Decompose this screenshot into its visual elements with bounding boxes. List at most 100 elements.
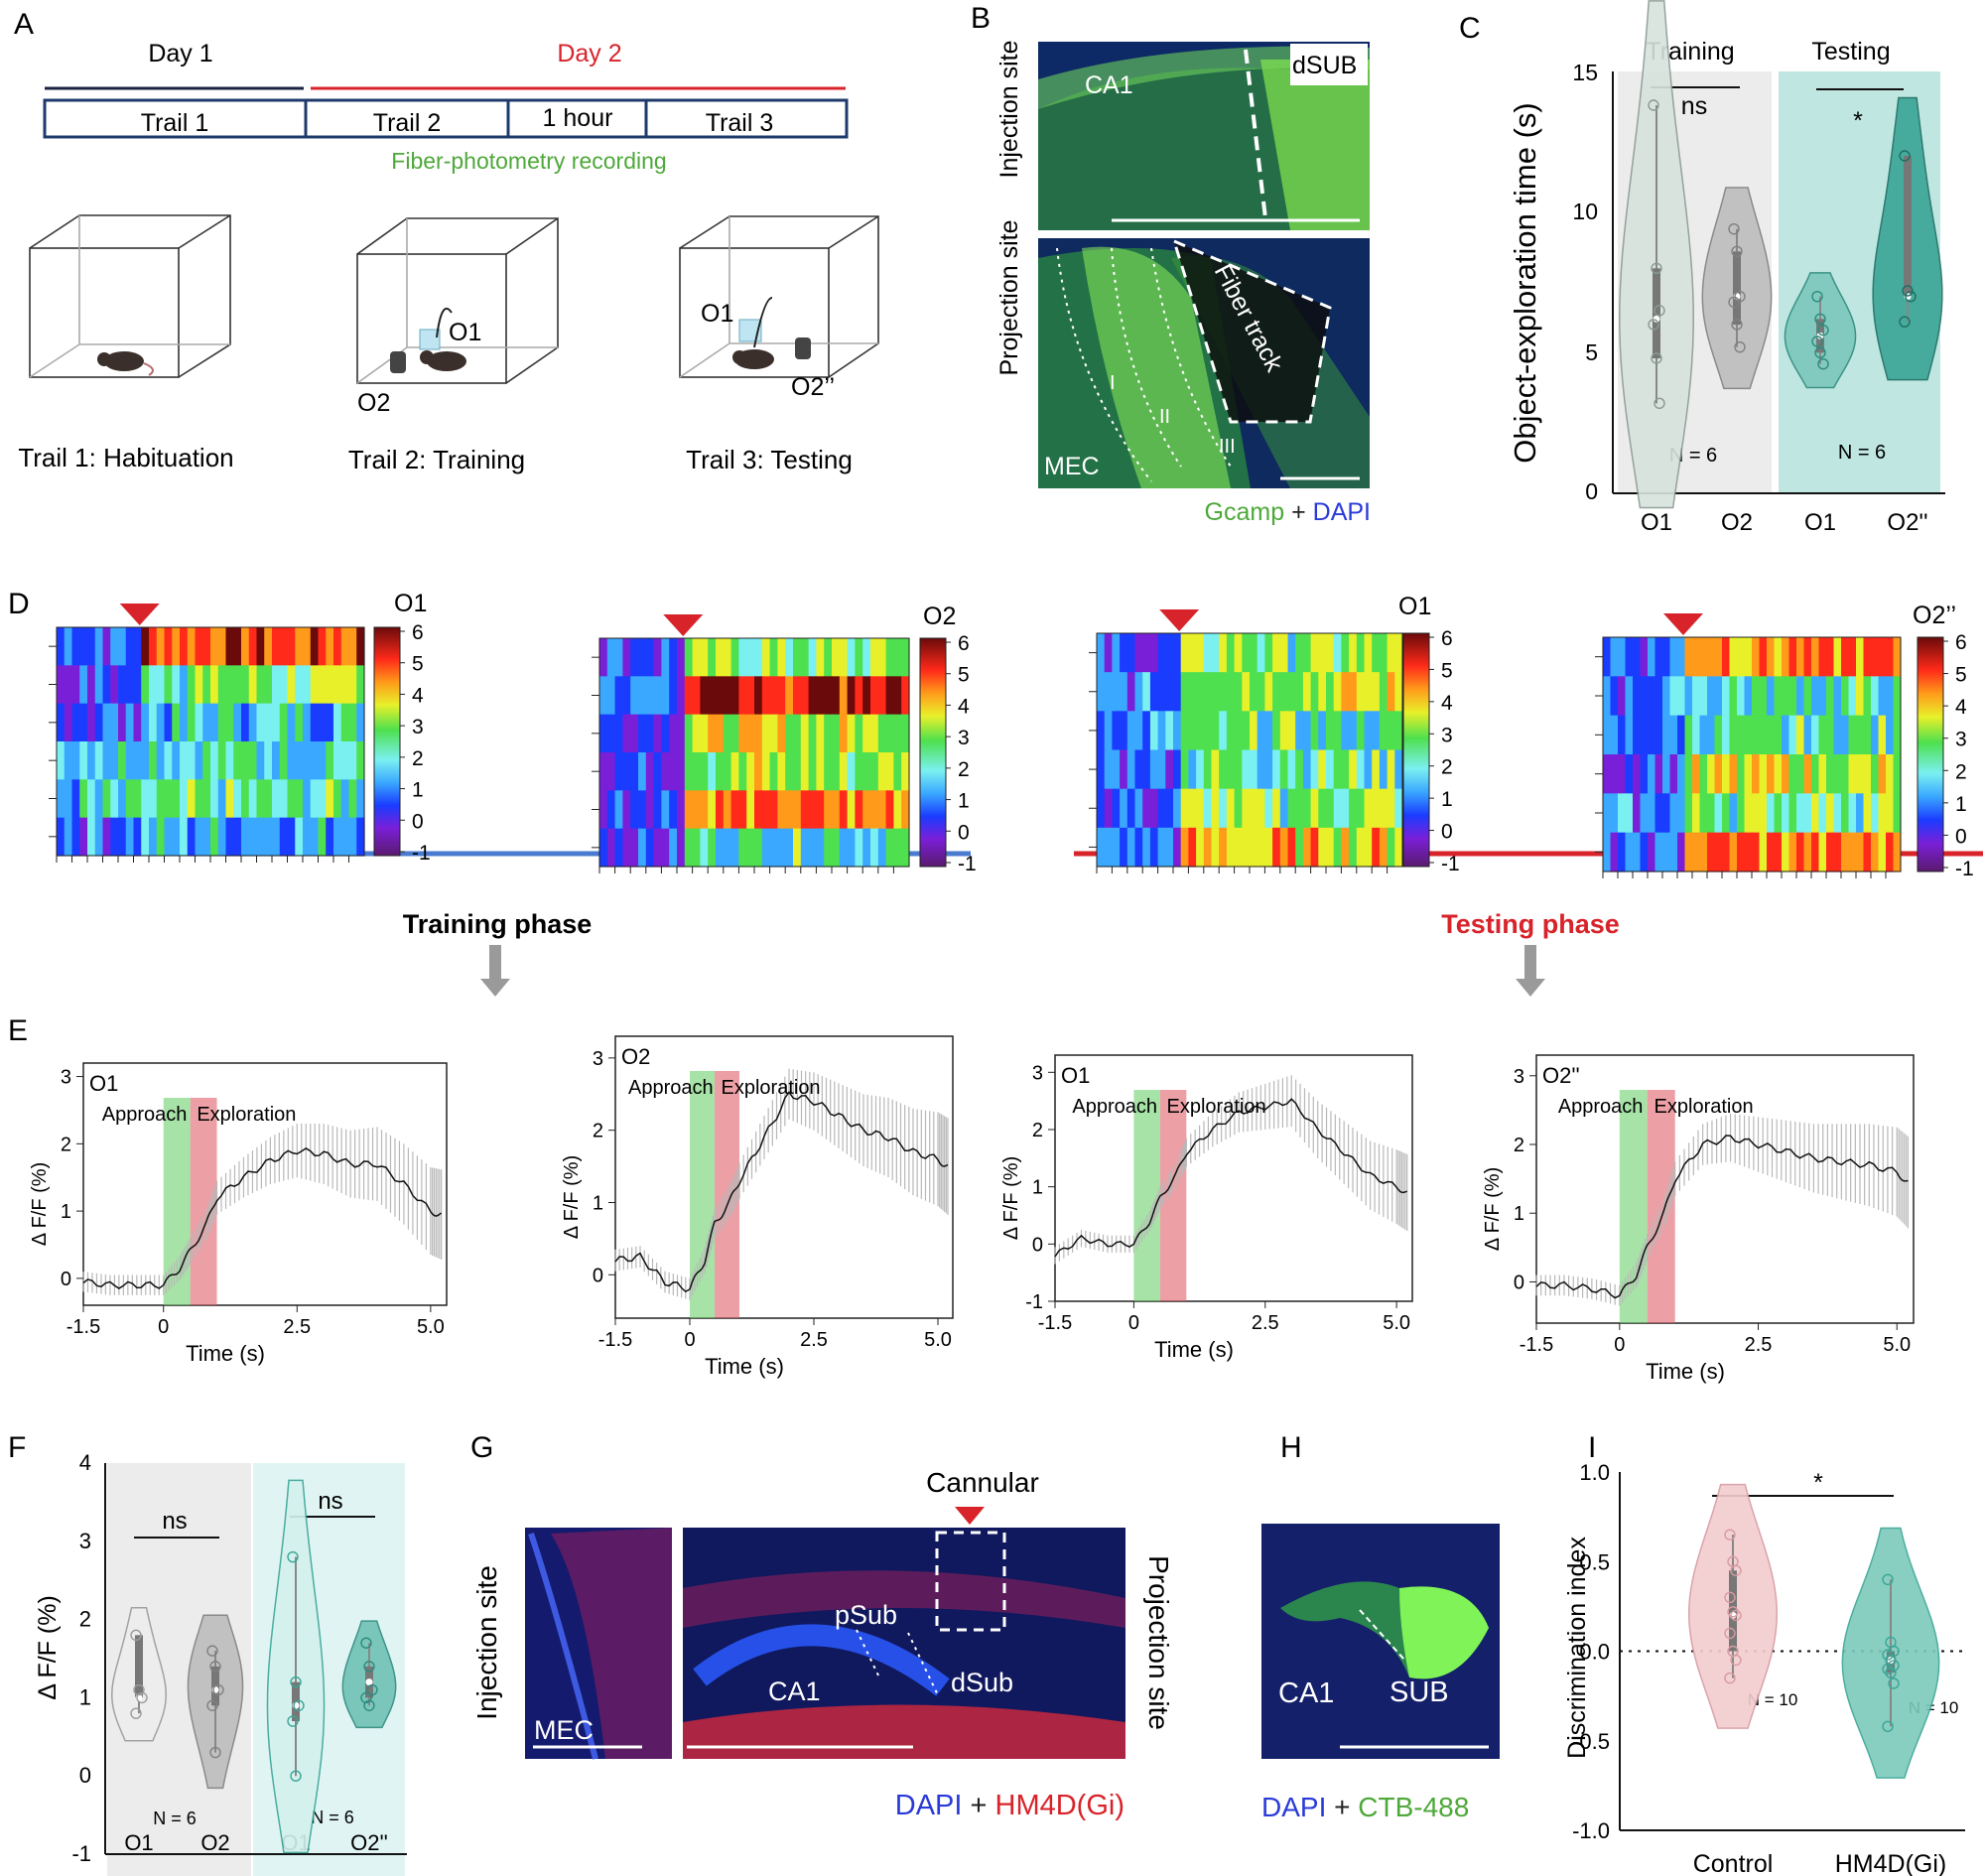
heatmap-2-cell	[1356, 788, 1366, 829]
heatmap-2-cell	[1387, 711, 1395, 751]
heatmap-2-cell	[1341, 749, 1350, 790]
heatmap-2-cell	[1219, 672, 1228, 712]
heatmap-3-cell	[1729, 676, 1738, 717]
e-plot-1-ytick-label: 3	[593, 1048, 603, 1070]
heatmap-2-cell	[1149, 788, 1159, 829]
heatmap-0-onset-marker	[119, 603, 160, 625]
heatmap-3-cell	[1788, 676, 1797, 717]
n-testing: N = 6	[1838, 442, 1886, 464]
heatmap-1-cell	[761, 752, 771, 791]
legend-plus-h: +	[1326, 1792, 1358, 1822]
heatmap-1-cell	[645, 752, 655, 791]
heatmap-1-cell	[708, 790, 717, 830]
colorbar-label: 6	[1955, 631, 1967, 654]
heatmap-3-cell	[1818, 832, 1827, 872]
heatmap-3-cell	[1796, 637, 1805, 677]
heatmap-0-cell	[287, 627, 296, 666]
heatmap-0-cell	[141, 665, 150, 705]
panel-a: A Day 1 Day 2 Trail 1 Trail 2 1 hour Tra…	[14, 8, 879, 474]
heatmap-2-cell	[1257, 633, 1265, 673]
timeline-box	[43, 98, 849, 139]
heatmap-2-cell	[1333, 788, 1342, 829]
e-plot-0-ylabel: Δ F/F (%)	[29, 1162, 51, 1246]
heatmap-3-onset-marker	[1663, 613, 1703, 635]
heatmap-2-cell	[1394, 672, 1403, 712]
heatmap-0-cell	[87, 665, 96, 705]
heatmap-3-cell	[1722, 637, 1731, 677]
heatmap-2-cell	[1295, 827, 1304, 868]
heatmap-1-cell	[816, 752, 825, 791]
heatmap-3-cell	[1803, 637, 1812, 677]
colorbar-label: 2	[1955, 760, 1967, 783]
heatmap-3-cell	[1640, 715, 1649, 755]
heatmap-1-cell	[901, 828, 910, 868]
e-plot-0-xtick-label: 2.5	[283, 1316, 311, 1338]
heatmap-0-cell	[110, 741, 119, 780]
heatmap-0-cell	[102, 703, 111, 742]
heatmap-3-cell	[1767, 637, 1776, 677]
heatmap-0-cell	[210, 665, 219, 705]
heatmap-3-cell	[1684, 793, 1693, 834]
heatmap-3-cell	[1796, 676, 1805, 717]
heatmap-title-3: O2’’	[1913, 602, 1956, 629]
heatmap-0-cell	[57, 627, 66, 666]
heatmap-3-cell	[1714, 715, 1723, 755]
heatmap-3-cell	[1633, 637, 1642, 677]
heatmap-0-cell	[295, 627, 304, 666]
heatmap-1-cell	[661, 828, 670, 868]
heatmap-0-cell	[64, 703, 73, 742]
heatmap-1-cell	[606, 714, 616, 753]
heatmap-1-cell	[661, 752, 670, 791]
heatmap-1-cell	[630, 638, 639, 677]
heatmap-3-cell	[1677, 715, 1686, 755]
heatmap-0-cell	[110, 627, 119, 666]
heatmap-1-cell	[793, 676, 802, 716]
heatmap-0-cell	[149, 703, 158, 742]
heatmap-1-cell	[885, 828, 894, 868]
heatmap-3-cell	[1878, 637, 1887, 677]
heatmap-0-cell	[356, 703, 365, 742]
heatmap-0-cell	[264, 627, 273, 666]
heatmap-0-cell	[164, 817, 173, 857]
legend-dapi-h: DAPI	[1261, 1792, 1326, 1822]
heatmap-0-cell	[187, 817, 197, 857]
e-plot-3-ytick-label: 2	[1514, 1135, 1524, 1156]
heatmap-3-cell	[1640, 793, 1649, 834]
heatmap-1-cell	[645, 714, 655, 753]
heatmap-2-cell	[1250, 788, 1258, 829]
heatmap-0-cell	[225, 627, 234, 666]
heatmap-2-cell	[1349, 711, 1358, 751]
injection-site-label: Injection site	[995, 41, 1023, 179]
heatmap-2-cell	[1250, 633, 1258, 673]
heatmap-0-cell	[180, 817, 189, 857]
heatmap-3-cell	[1811, 637, 1820, 677]
heatmap-1-cell	[614, 676, 623, 716]
heatmap-1-cell	[893, 752, 902, 791]
heatmap-2-cell	[1302, 749, 1312, 790]
heatmap-2-cell	[1287, 827, 1296, 868]
heatmap-2-cell	[1234, 788, 1243, 829]
heatmap-0-cell	[94, 703, 104, 742]
heatmap-3-cell	[1707, 832, 1716, 872]
heatmap-3-cell	[1841, 832, 1850, 872]
heatmap-0-cell	[64, 627, 73, 666]
heatmap-0-cell	[326, 703, 334, 742]
heatmap-3-cell	[1782, 832, 1790, 872]
heatmap-1-cell	[669, 638, 678, 677]
i-xtick-1: HM4D(Gi)	[1835, 1850, 1947, 1876]
heatmap-2-cell	[1234, 633, 1243, 673]
heatmap-3-cell	[1811, 754, 1820, 794]
legend-dapi-g: DAPI	[895, 1790, 963, 1821]
i-cat-1-point	[1888, 1660, 1900, 1672]
heatmap-3-cell	[1684, 832, 1693, 872]
heatmap-0-cell	[110, 817, 119, 857]
heatmap-3-cell	[1774, 676, 1783, 717]
heatmap-2-cell	[1272, 633, 1281, 673]
heatmap-3-cell	[1871, 754, 1880, 794]
heatmap-2-cell	[1264, 672, 1273, 712]
heatmap-3-cell	[1618, 793, 1627, 834]
heatmap-3-cell	[1782, 793, 1790, 834]
sub-label-h: SUB	[1390, 1676, 1449, 1708]
heatmap-2-cell	[1219, 711, 1228, 751]
heatmap-1-cell	[599, 676, 608, 716]
